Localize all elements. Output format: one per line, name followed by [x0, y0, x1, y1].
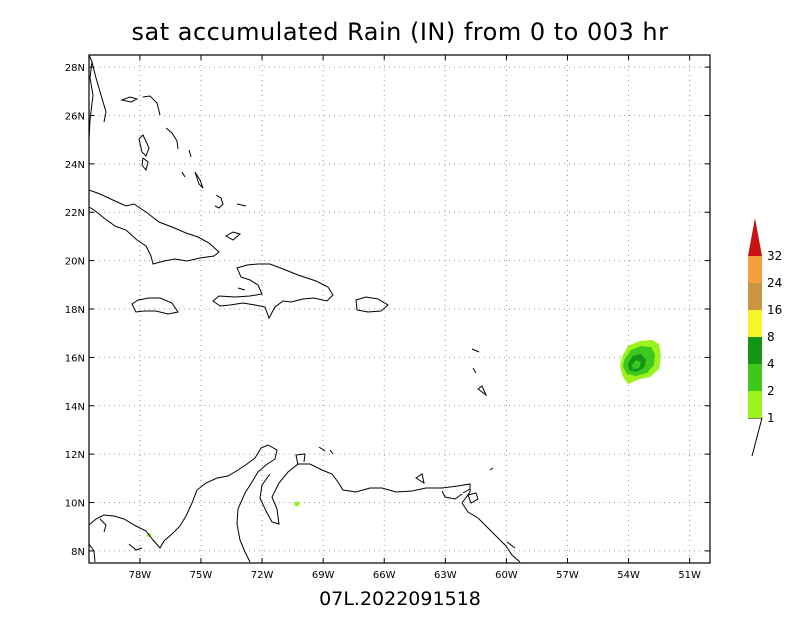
- rainfall-shading: [147, 340, 661, 537]
- coast-puerto-rico: [355, 296, 389, 313]
- coast-cuba: [88, 189, 220, 265]
- lat-label: 16N: [65, 353, 85, 364]
- lat-label: 24N: [65, 160, 85, 171]
- coast-lesser-antilles: [415, 348, 494, 485]
- map-title: sat accumulated Rain (IN) from 0 to 003 …: [131, 18, 669, 46]
- lat-label: 20N: [65, 257, 85, 268]
- lat-label: 8N: [71, 547, 85, 558]
- lat-label: 18N: [65, 305, 85, 316]
- axis-ticks: 78W 75W 72W 69W 66W 63W 60W 57W 54W 51W 8N 10N 12N 14…: [65, 55, 710, 581]
- colorbar-label: 32: [767, 249, 782, 263]
- colorbar-label: 24: [767, 276, 782, 290]
- colorbar-label: 1: [767, 411, 775, 425]
- lat-label: 14N: [65, 402, 85, 413]
- rain-cell-venezuela: [294, 501, 300, 507]
- lon-label: 72W: [251, 570, 274, 581]
- colorbar-box: [748, 310, 762, 337]
- colorbar-label: 2: [767, 384, 775, 398]
- colorbar-box: [748, 337, 762, 364]
- coastlines: [88, 54, 521, 563]
- lat-label: 12N: [65, 450, 85, 461]
- coast-florida: [88, 54, 107, 141]
- colorbar-label: 16: [767, 303, 782, 317]
- colorbar-label: 8: [767, 330, 775, 344]
- lat-label: 26N: [65, 111, 85, 122]
- lon-label: 54W: [617, 570, 640, 581]
- coast-bahamas: [120, 95, 247, 241]
- colorbar-box: [748, 283, 762, 310]
- coast-jamaica: [131, 297, 179, 315]
- colorbar-under-arrow: [748, 417, 763, 457]
- lon-label: 78W: [129, 570, 152, 581]
- colorbar-over-arrow: [748, 218, 762, 256]
- colorbar-label: 4: [767, 357, 775, 371]
- lon-label: 69W: [312, 570, 335, 581]
- lon-label: 66W: [373, 570, 396, 581]
- colorbar-box: [748, 391, 762, 418]
- lat-label: 28N: [65, 63, 85, 74]
- lat-label: 10N: [65, 499, 85, 510]
- coast-hispaniola: [212, 263, 334, 320]
- gridlines: [89, 55, 710, 563]
- colorbar-box: [748, 256, 762, 283]
- rain-level-2-core: [632, 360, 641, 369]
- lat-label: 22N: [65, 208, 85, 219]
- run-id-label: 07L.2022091518: [319, 588, 481, 610]
- lon-label: 75W: [190, 570, 213, 581]
- lon-label: 63W: [434, 570, 457, 581]
- lon-label: 51W: [678, 570, 701, 581]
- lon-label: 60W: [495, 570, 518, 581]
- lon-label: 57W: [556, 570, 579, 581]
- colorbar-box: [748, 364, 762, 391]
